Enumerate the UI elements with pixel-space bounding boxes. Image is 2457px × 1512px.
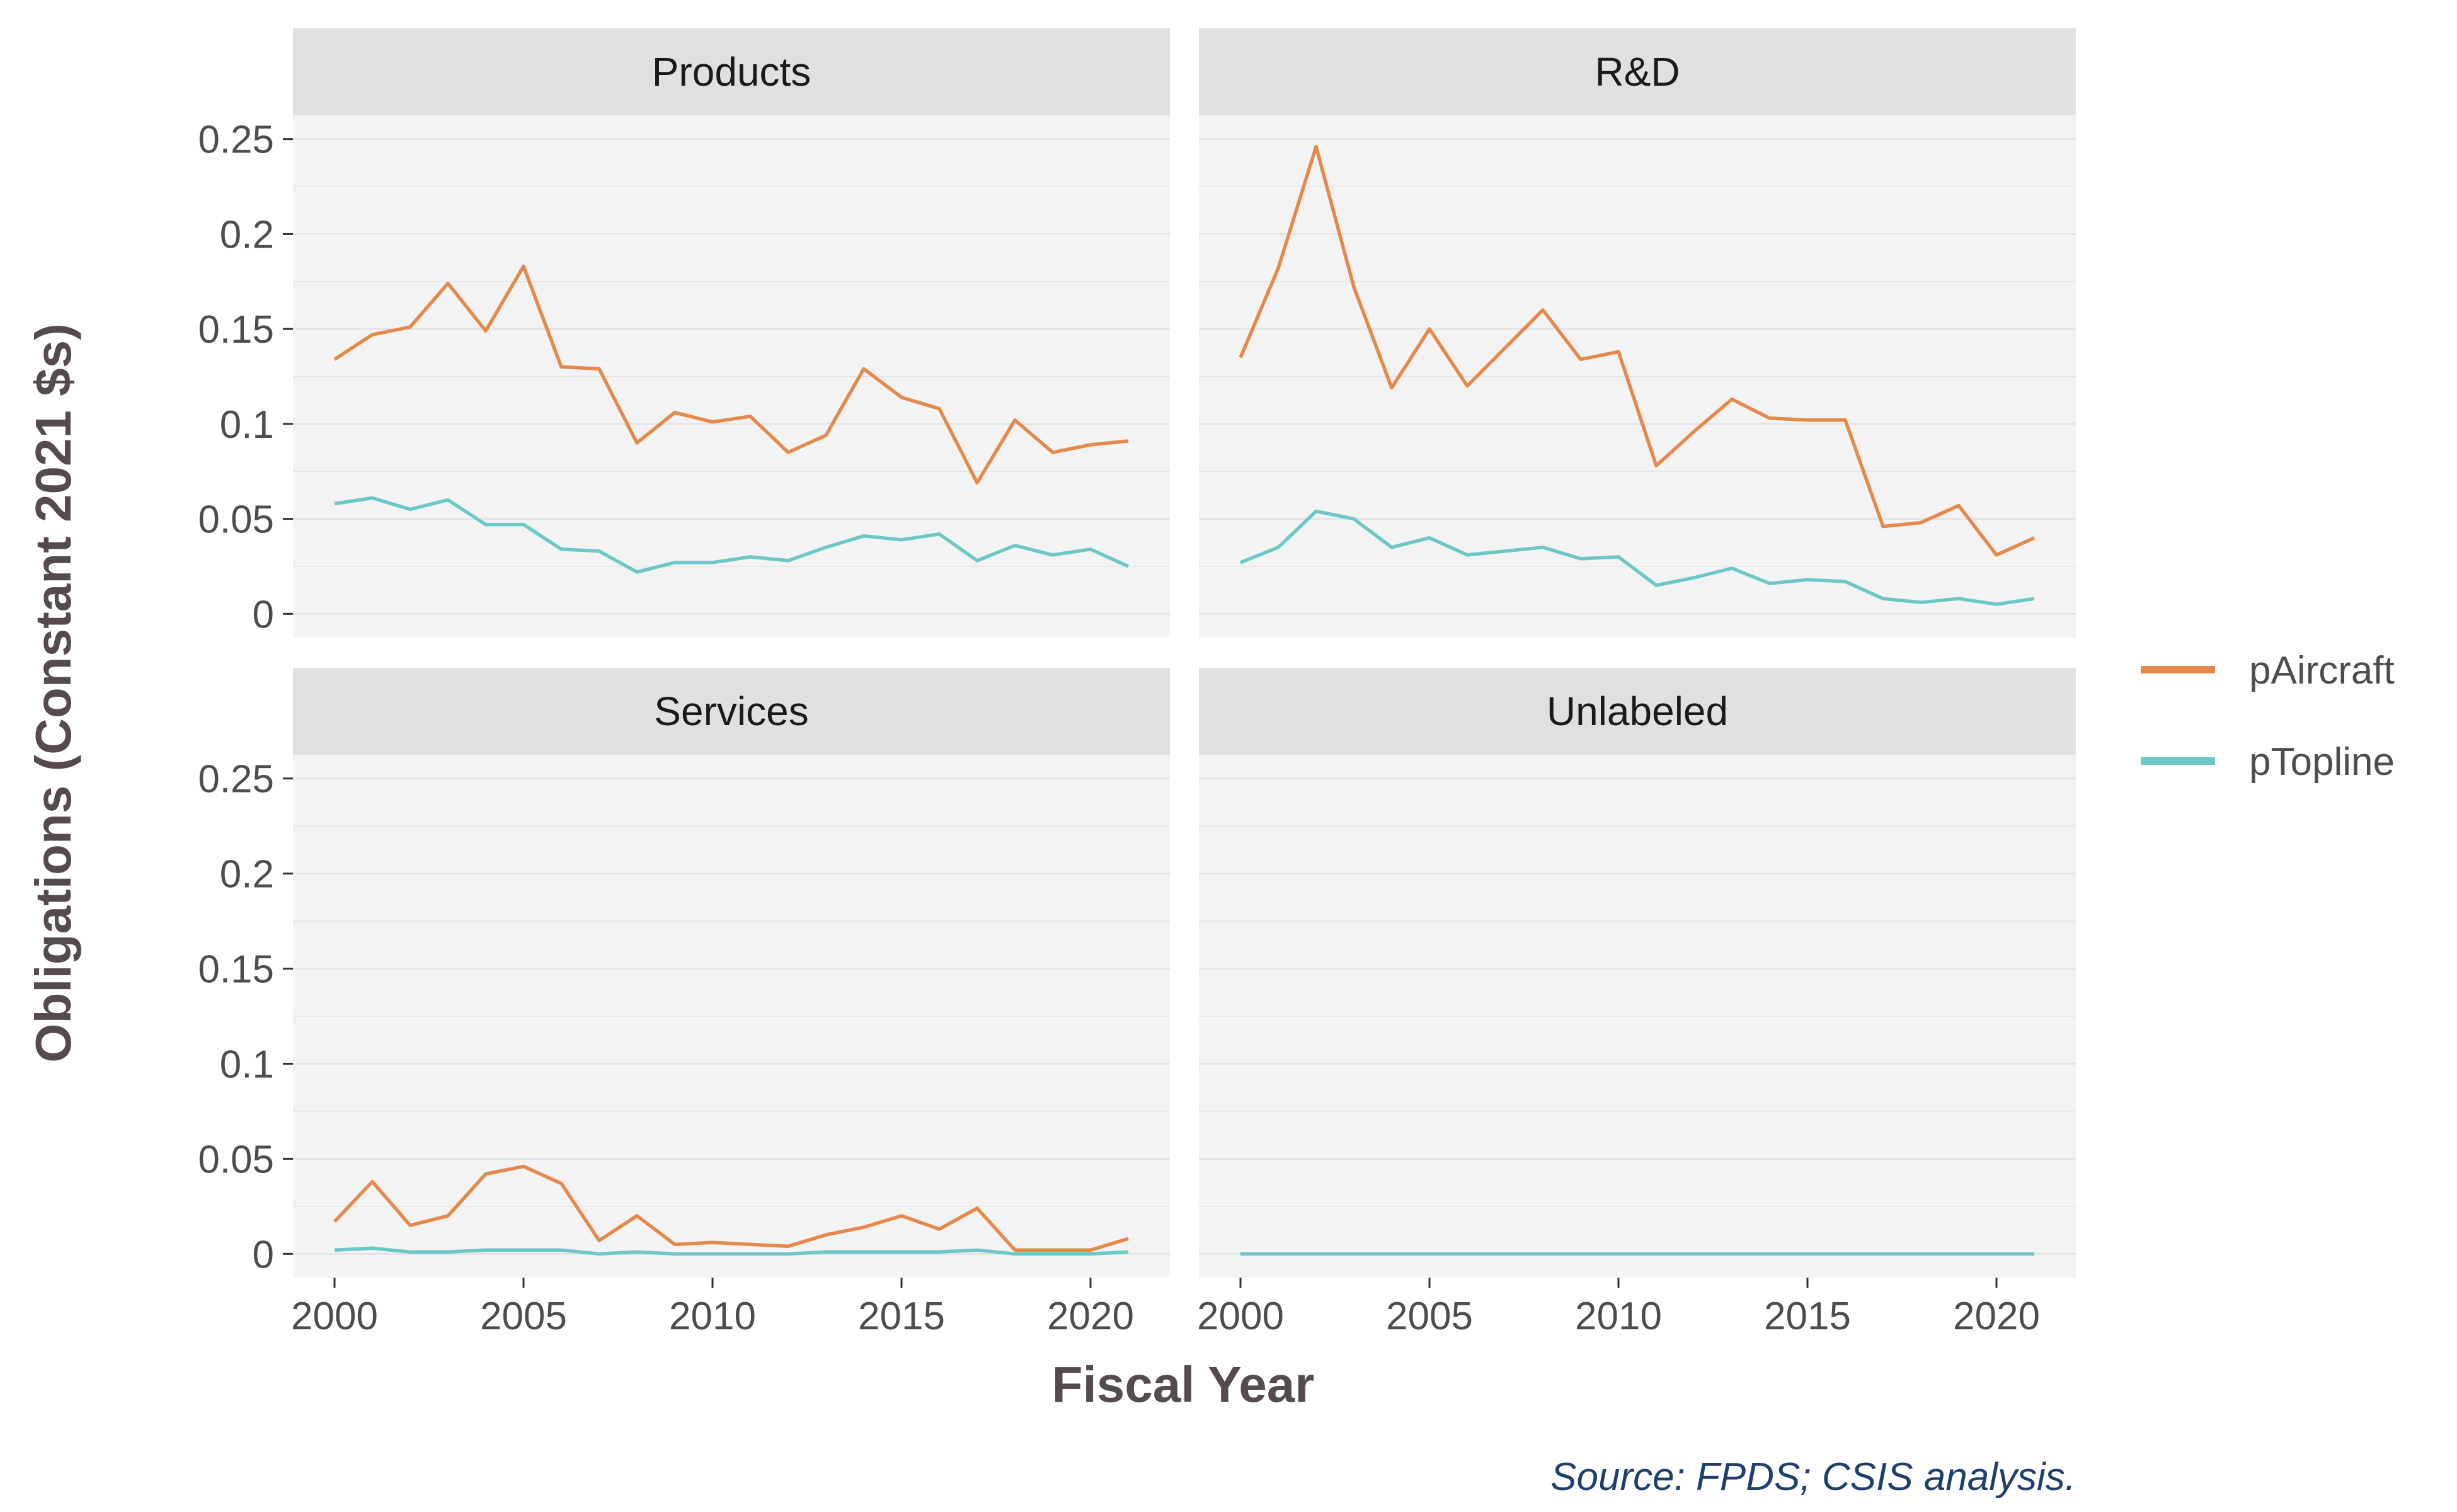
legend-label-paircraft: pAircraft	[2249, 649, 2395, 692]
x-tick-label: 2010	[669, 1295, 756, 1338]
series-line-paircraft	[333, 1164, 1129, 1252]
panel-r-d: R&D	[1199, 28, 2076, 638]
y-tick-label: 0	[253, 593, 274, 636]
facet-title: R&D	[1595, 49, 1680, 94]
y-tick-label: 0.05	[198, 498, 274, 542]
facet-strip	[293, 668, 1170, 755]
facet-title: Products	[652, 49, 811, 94]
series-line-ptopline	[1239, 509, 2035, 606]
y-tick-label: 0.05	[198, 1138, 274, 1181]
series-line-ptopline	[334, 496, 1130, 574]
facet-strip	[1199, 28, 2076, 115]
y-tick-label: 0.15	[198, 308, 274, 352]
x-tick-label: 2005	[1386, 1295, 1473, 1338]
x-tick-label: 2015	[858, 1295, 945, 1338]
x-tick-label: 2005	[480, 1295, 567, 1338]
x-tick-label: 2000	[291, 1295, 378, 1338]
chart-legend: pAircraft pTopline	[2141, 649, 2395, 784]
series-line-paircraft	[1239, 144, 2036, 557]
y-tick-label: 0.1	[220, 403, 274, 447]
y-tick-label: 0.15	[198, 948, 274, 992]
y-tick-label: 0	[253, 1233, 274, 1276]
y-tick-label: 0.1	[220, 1043, 274, 1086]
facet-strip	[1199, 668, 2076, 755]
y-axis-title: Obligations (Constant 2021 $s)	[25, 323, 81, 1063]
facet-strip	[293, 28, 1170, 115]
y-tick-label: 0.25	[198, 118, 274, 162]
x-tick-label: 2000	[1197, 1295, 1284, 1338]
y-tick-label: 0.25	[198, 758, 274, 801]
x-tick-label: 2020	[1953, 1295, 2040, 1338]
panel-products: Products 0 0.05 0.1 0.15 0.2 0.25	[198, 28, 1170, 638]
facet-title: Services	[654, 689, 808, 734]
x-tick-label: 2015	[1764, 1295, 1851, 1338]
series-line-paircraft	[333, 264, 1129, 485]
y-tick-label: 0.2	[220, 213, 274, 256]
legend-label-ptopline: pTopline	[2249, 740, 2395, 784]
panel-unlabeled: Unlabeled 2000 2005 2010 2015 2020	[1197, 668, 2076, 1338]
x-tick-label: 2010	[1575, 1295, 1662, 1338]
chart-caption: Source: FPDS; CSIS analysis.	[1550, 1455, 2076, 1499]
x-axis-title: Fiscal Year	[1052, 1356, 1315, 1412]
x-tick-label: 2020	[1047, 1295, 1134, 1338]
series-line-ptopline	[334, 1246, 1129, 1256]
facet-title: Unlabeled	[1547, 689, 1728, 734]
panel-services: Services 0 0.05 0.1 0.15 0.2 0.25 2000 2005 2010 2…	[198, 668, 1170, 1338]
y-tick-label: 0.2	[220, 853, 274, 896]
chart-panels: Products 0 0.05 0.1 0.15 0.2 0.25 R&D Services 0 0…	[198, 28, 2076, 1338]
